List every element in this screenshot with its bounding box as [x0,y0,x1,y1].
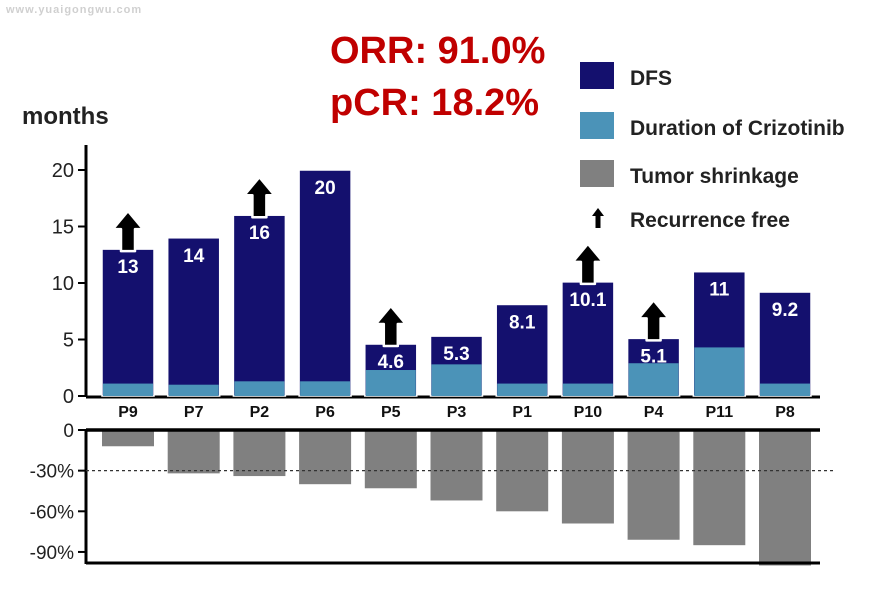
category-label-P4: P4 [644,404,664,421]
legend-swatch-dfs [580,62,614,89]
shrinkage-bar-P6 [299,430,352,485]
top-y-tick-label: 20 [52,160,74,182]
crizotinib-bar-P11 [694,347,745,396]
up-arrow-icon [571,242,605,286]
dfs-bar-P1 [495,303,549,397]
dfs-value-label-P8: 9.2 [772,300,798,321]
dfs-value-label-P11: 11 [709,280,730,301]
category-label-P11: P11 [706,404,734,421]
watermark: www.yuaigongwu.com [6,4,143,16]
dfs-value-label-P5: 4.6 [378,352,404,373]
crizotinib-bar-P9 [103,383,153,396]
crizotinib-bar-P6 [300,381,351,396]
category-label-P8: P8 [775,404,795,421]
dfs-value-label-P2: 16 [249,223,270,244]
up-arrow-icon [111,209,145,253]
crizotinib-bar-P5 [365,370,416,396]
shrinkage-bar-P10 [561,430,614,524]
crizotinib-bar-P10 [562,383,613,396]
crizotinib-bar-P1 [497,383,548,396]
category-labels: P9 P7 P2 P6 P5 P3 P1 P10 P4 P11 P8 [118,404,795,421]
shrinkage-bar-P9 [102,430,154,447]
legend: DFS Duration of Crizotinib Tumor shrinkage… [580,62,845,232]
legend-swatch-crizotinib [580,112,614,139]
dfs-value-label-P10: 10.1 [569,290,606,311]
shrinkage-bar-P1 [496,430,549,512]
top-y-tick-label: 10 [52,273,74,295]
bottom-axis: 0 -30% -60% -90% [30,421,835,565]
dfs-value-label-P4: 5.1 [640,346,667,367]
legend-label-dfs: DFS [630,67,672,90]
legend-label-crizotinib: Duration of Crizotinib [630,117,845,140]
dfs-bar-P2 [232,214,287,397]
orr-stat: ORR: 91.0% [330,30,545,72]
legend-label-shrinkage: Tumor shrinkage [630,165,799,188]
up-arrow-icon [243,175,276,219]
category-label-P10: P10 [574,404,603,421]
dfs-value-label-P6: 20 [315,178,336,199]
category-label-P1: P1 [512,404,532,421]
legend-label-recurrence: Recurrence free [630,209,790,232]
up-arrow-icon [374,304,408,348]
dfs-value-label-P3: 5.3 [443,344,469,365]
bottom-y-tick-label: 0 [63,421,74,442]
category-label-P2: P2 [250,404,270,421]
category-label-P7: P7 [184,404,204,421]
y-axis-label: months [22,103,109,130]
shrinkage-bar-P4 [627,430,680,540]
dfs-value-label-P9: 13 [117,257,138,278]
crizotinib-bar-P7 [168,384,219,396]
crizotinib-bar-P8 [760,383,810,396]
crizotinib-bar-P3 [431,364,482,396]
crizotinib-bar-P2 [234,381,285,396]
dfs-value-label-P1: 8.1 [509,312,536,333]
shrinkage-bar-P8 [759,430,811,566]
pcr-stat: pCR: 18.2% [330,82,539,124]
bottom-bars [102,430,811,566]
dfs-value-label-P7: 14 [183,246,205,267]
legend-swatch-shrinkage [580,160,614,187]
bottom-y-tick-label: -60% [30,502,74,523]
top-bars: 13 14 16 20 4.6 5.3 8.1 10.1 5.1 11 9.2 [101,169,812,397]
shrinkage-bar-P11 [693,430,746,546]
category-label-P9: P9 [118,404,138,421]
top-y-tick-label: 5 [63,330,74,352]
top-y-tick-label: 15 [52,217,74,239]
category-label-P6: P6 [315,404,335,421]
crizotinib-bar-P4 [628,363,679,396]
category-label-P5: P5 [381,404,401,421]
shrinkage-bar-P3 [430,430,483,501]
bottom-y-tick-label: -90% [30,543,74,564]
dfs-bar-P9 [101,248,155,397]
shrinkage-bar-P7 [167,430,220,474]
up-arrow-icon [637,299,670,342]
top-y-tick-label: 0 [63,386,74,408]
category-label-P3: P3 [447,404,467,421]
dfs-bar-P6 [298,169,352,397]
bottom-y-tick-label: -30% [30,462,74,483]
legend-up-arrow-icon [592,208,604,228]
shrinkage-bar-P2 [233,430,286,477]
shrinkage-bar-P5 [364,430,417,489]
top-axis: 0 5 10 15 20 [52,145,820,408]
